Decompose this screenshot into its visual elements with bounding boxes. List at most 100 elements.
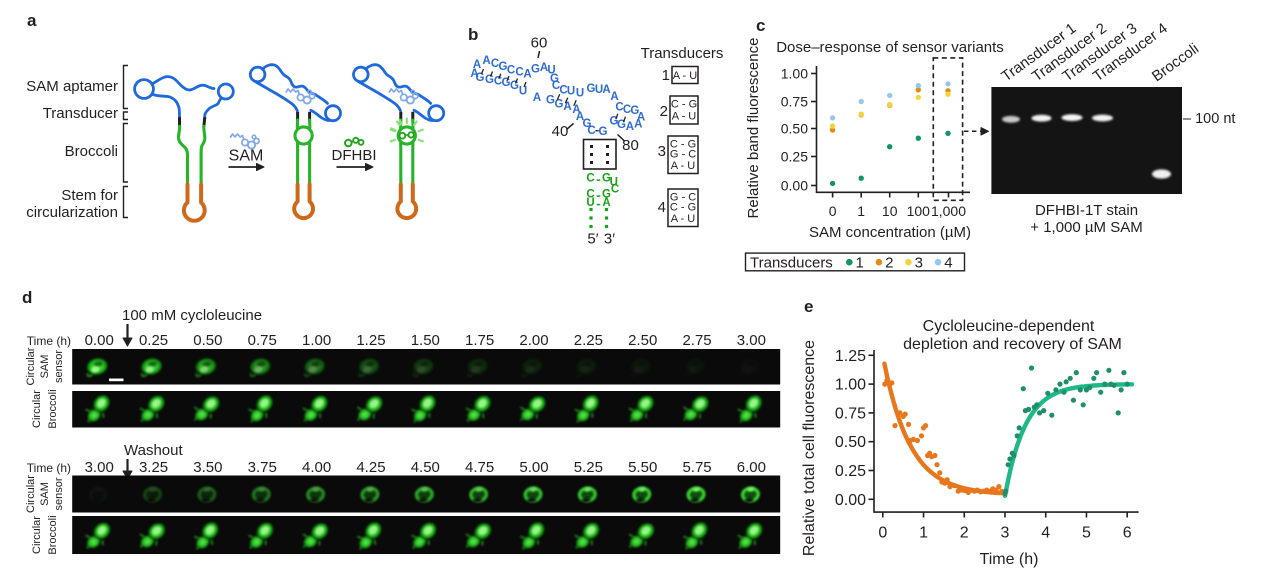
svg-text:G: G xyxy=(630,105,639,117)
svg-text:C: C xyxy=(507,65,515,77)
svg-text:40: 40 xyxy=(552,123,569,140)
svg-text:C - G: C - G xyxy=(670,139,696,151)
svg-text:0.00: 0.00 xyxy=(781,178,808,194)
svg-text:Circular: Circular xyxy=(25,347,37,385)
svg-text:5.00: 5.00 xyxy=(519,459,548,476)
svg-text:circularization: circularization xyxy=(26,204,118,221)
svg-text:0.75: 0.75 xyxy=(248,332,277,349)
svg-text:2.00: 2.00 xyxy=(519,332,548,349)
svg-text:5′: 5′ xyxy=(587,231,598,248)
svg-text:A: A xyxy=(610,91,618,103)
svg-text:SAM: SAM xyxy=(229,148,264,165)
svg-text:60: 60 xyxy=(531,35,548,52)
svg-text:C: C xyxy=(611,184,619,196)
svg-text:5.50: 5.50 xyxy=(628,459,657,476)
svg-text:C: C xyxy=(515,67,523,79)
svg-text:1.00: 1.00 xyxy=(835,377,866,394)
svg-text:G: G xyxy=(485,74,494,86)
svg-text:Transducers: Transducers xyxy=(641,45,724,62)
svg-text:a: a xyxy=(27,11,37,30)
svg-text:SAM: SAM xyxy=(39,482,51,506)
svg-text:A - U: A - U xyxy=(672,111,697,123)
svg-text:0: 0 xyxy=(829,203,837,219)
svg-text:A: A xyxy=(523,69,531,81)
svg-text:4.00: 4.00 xyxy=(302,459,331,476)
svg-text:4: 4 xyxy=(658,199,666,216)
svg-text:G: G xyxy=(583,118,592,130)
svg-text:1.00: 1.00 xyxy=(302,332,331,349)
svg-text:DFHBI: DFHBI xyxy=(332,147,377,164)
svg-text:1.25: 1.25 xyxy=(835,348,866,365)
svg-text:G: G xyxy=(550,73,559,85)
svg-text:C: C xyxy=(559,85,567,97)
svg-text:5.25: 5.25 xyxy=(574,459,603,476)
svg-text:U: U xyxy=(519,86,527,98)
svg-text:C: C xyxy=(615,102,623,114)
svg-text:Circular: Circular xyxy=(31,516,43,554)
svg-text:Washout: Washout xyxy=(124,442,183,459)
svg-text:A: A xyxy=(602,197,610,209)
svg-text:Time (h): Time (h) xyxy=(980,551,1039,568)
svg-text:2: 2 xyxy=(960,525,969,542)
svg-text:A: A xyxy=(576,111,584,123)
svg-text:1: 1 xyxy=(856,254,864,271)
svg-text:4.50: 4.50 xyxy=(411,459,440,476)
svg-text:U: U xyxy=(576,88,584,100)
svg-text:SAM aptamer: SAM aptamer xyxy=(26,78,118,95)
svg-text:G - C: G - C xyxy=(670,192,696,204)
svg-text:Dose–response of sensor varian: Dose–response of sensor variants xyxy=(776,39,1004,56)
svg-text:A - U: A - U xyxy=(673,70,698,82)
svg-text:SAM concentration (µM): SAM concentration (µM) xyxy=(809,224,971,241)
svg-text:G: G xyxy=(476,72,485,84)
svg-text:depletion and recovery of SAM: depletion and recovery of SAM xyxy=(903,336,1122,353)
svg-text:A: A xyxy=(626,121,634,133)
svg-text:A: A xyxy=(563,101,571,113)
svg-text:100: 100 xyxy=(907,203,931,219)
svg-text:1.25: 1.25 xyxy=(356,332,385,349)
svg-text:Circular: Circular xyxy=(25,475,37,513)
svg-text:DFHBI-1T stain: DFHBI-1T stain xyxy=(1035,202,1138,219)
svg-text:0.50: 0.50 xyxy=(193,332,222,349)
svg-text:0.50: 0.50 xyxy=(781,121,808,137)
svg-text:4: 4 xyxy=(944,254,952,271)
svg-text:80: 80 xyxy=(622,137,639,154)
svg-text:G - C: G - C xyxy=(670,149,696,161)
svg-text:– 100 nt: – 100 nt xyxy=(1183,111,1235,127)
svg-text:U: U xyxy=(610,177,618,189)
svg-text:A - U: A - U xyxy=(671,160,696,172)
svg-text:100 mM cycloleucine: 100 mM cycloleucine xyxy=(122,307,262,324)
svg-text:A: A xyxy=(634,118,642,130)
svg-text:C: C xyxy=(552,80,560,92)
svg-text:1: 1 xyxy=(662,67,670,84)
svg-text:4.75: 4.75 xyxy=(465,459,494,476)
svg-text:G: G xyxy=(555,99,564,111)
svg-text:3.00: 3.00 xyxy=(737,332,766,349)
svg-text:C: C xyxy=(587,125,595,137)
svg-text:C: C xyxy=(623,104,631,116)
svg-text:Relative total cell fluorescen: Relative total cell fluorescence xyxy=(801,340,818,556)
svg-text:G: G xyxy=(499,61,508,73)
svg-text:A: A xyxy=(482,55,490,67)
svg-text:Transducers: Transducers xyxy=(750,254,833,271)
svg-text:b: b xyxy=(468,25,478,44)
svg-text:Circular: Circular xyxy=(31,390,43,428)
svg-text:1: 1 xyxy=(857,203,865,219)
svg-text:Broccoli: Broccoli xyxy=(47,389,59,428)
svg-text:5.75: 5.75 xyxy=(682,459,711,476)
svg-text:2.75: 2.75 xyxy=(682,332,711,349)
svg-text:Broccoli: Broccoli xyxy=(65,143,118,160)
svg-text:C - G: C - G xyxy=(671,99,697,111)
svg-text:SAM: SAM xyxy=(39,355,51,379)
svg-text:0.50: 0.50 xyxy=(835,434,866,451)
svg-text:e: e xyxy=(804,297,813,316)
svg-text:G: G xyxy=(510,80,519,92)
svg-text:3.50: 3.50 xyxy=(193,459,222,476)
svg-text:1,000: 1,000 xyxy=(931,203,966,219)
svg-text:1.75: 1.75 xyxy=(465,332,494,349)
svg-text:G: G xyxy=(599,126,608,138)
svg-text:+ 1,000 µM SAM: + 1,000 µM SAM xyxy=(1030,219,1142,236)
svg-text:1: 1 xyxy=(919,525,928,542)
svg-text:C: C xyxy=(494,76,502,88)
svg-text:A: A xyxy=(572,104,580,116)
svg-text:3.00: 3.00 xyxy=(85,459,114,476)
